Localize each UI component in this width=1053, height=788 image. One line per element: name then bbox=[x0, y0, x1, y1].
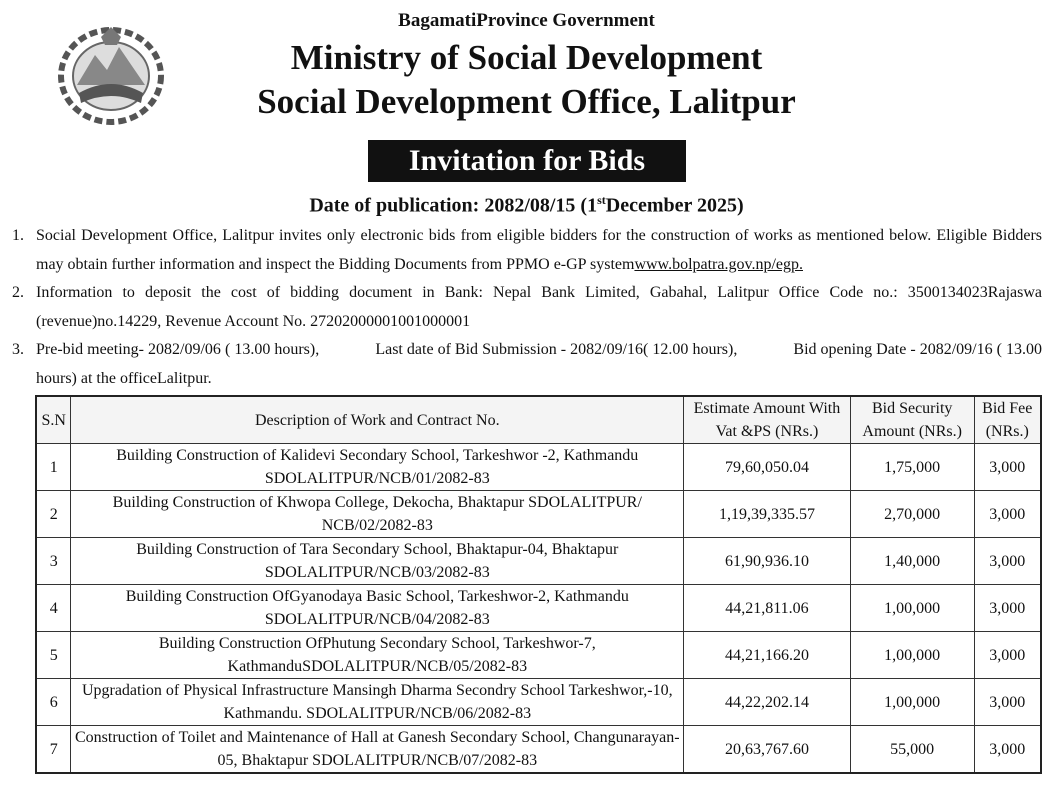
table-cell: 1,75,000 bbox=[849, 443, 975, 491]
item-text: Bid opening Date - 2082/09/16 ( 13.00 ho… bbox=[36, 341, 1043, 387]
bid-table: S.N Description of Work and Contract No. E… bbox=[35, 395, 1042, 774]
item-text: Social Development Office, Lalitpur invi… bbox=[36, 227, 1042, 273]
date: Date of publication: 2082/08/15 (1stDece… bbox=[0, 193, 1053, 218]
table-cell: 3,000 bbox=[973, 537, 1042, 585]
table-row: 3 Building Construction of Tara Secondary… bbox=[35, 537, 1042, 585]
table-cell: 79,60,050.04 bbox=[683, 443, 851, 491]
table-cell: Building Construction OfPhutung Secondar… bbox=[70, 631, 685, 679]
table-cell: 3,000 bbox=[973, 443, 1042, 491]
table-cell: 6 bbox=[35, 678, 72, 726]
header-cell: S.N bbox=[35, 395, 72, 444]
item-number: 3. bbox=[12, 341, 24, 358]
table-cell: 2,70,000 bbox=[849, 490, 975, 538]
ministry: Ministry of Social Development bbox=[290, 38, 763, 77]
table-cell: 4 bbox=[35, 584, 72, 632]
header-cell: Bid Fee (NRs.) bbox=[973, 395, 1042, 444]
item-text: Last date of Bid Submission - 2082/09/16… bbox=[375, 341, 738, 358]
item: 1. Social Development Office, Lalitpur in… bbox=[12, 222, 1042, 279]
item-number: 2. bbox=[12, 284, 24, 301]
item: 2. Information to deposit the cost of bid… bbox=[12, 279, 1042, 336]
table-cell: 3,000 bbox=[973, 678, 1042, 726]
table-cell: 20,63,767.60 bbox=[683, 725, 851, 774]
table-cell: Building Construction of Khwopa College,… bbox=[70, 490, 685, 538]
table-cell: Building Construction of Tara Secondary … bbox=[70, 537, 685, 585]
table-cell: 7 bbox=[35, 725, 72, 774]
title: Invitation for Bids bbox=[368, 140, 686, 182]
table-cell: 61,90,936.10 bbox=[683, 537, 851, 585]
table-cell: 44,21,166.20 bbox=[683, 631, 851, 679]
header-row: S.N Description of Work and Contract No. E… bbox=[35, 395, 1042, 444]
table-cell: 55,000 bbox=[849, 725, 975, 774]
table-cell: 1,00,000 bbox=[849, 631, 975, 679]
table-cell: 1 bbox=[35, 443, 72, 491]
table-cell: 44,22,202.14 bbox=[683, 678, 851, 726]
date-sup: st bbox=[597, 193, 606, 207]
table-row: 2 Building Construction of Khwopa College… bbox=[35, 490, 1042, 538]
table-cell: Building Construction OfGyanodaya Basic … bbox=[70, 584, 685, 632]
table-cell: 1,19,39,335.57 bbox=[683, 490, 851, 538]
table-cell: 3,000 bbox=[973, 725, 1042, 774]
header-cell: Description of Work and Contract No. bbox=[70, 395, 685, 444]
table-cell: 3,000 bbox=[973, 584, 1042, 632]
table-row: 5 Building Construction OfPhutung Seconda… bbox=[35, 631, 1042, 679]
table-cell: 44,21,811.06 bbox=[683, 584, 851, 632]
table-cell: Upgradation of Physical Infrastructure M… bbox=[70, 678, 685, 726]
header-cell: Estimate Amount With Vat &PS (NRs.) bbox=[683, 395, 851, 444]
emblem bbox=[58, 27, 164, 125]
table-cell: 1,00,000 bbox=[849, 584, 975, 632]
table-cell: Building Construction of Kalidevi Second… bbox=[70, 443, 685, 491]
table-cell: Construction of Toilet and Maintenance o… bbox=[70, 725, 685, 774]
item-text: Pre-bid meeting- 2082/09/06 ( 13.00 hour… bbox=[36, 341, 320, 358]
table-row: 6 Upgradation of Physical Infrastructure … bbox=[35, 678, 1042, 726]
table-row: 1 Building Construction of Kalidevi Secon… bbox=[35, 443, 1042, 491]
date-text: December 2025) bbox=[605, 194, 744, 217]
items: 1. Social Development Office, Lalitpur in… bbox=[12, 222, 1042, 393]
table-row: 4 Building Construction OfGyanodaya Basic… bbox=[35, 584, 1042, 632]
office: Social Development Office, Lalitpur bbox=[257, 82, 796, 121]
table-cell: 3,000 bbox=[973, 490, 1042, 538]
table-cell: 1,00,000 bbox=[849, 678, 975, 726]
table-cell: 3 bbox=[35, 537, 72, 585]
table-cell: 2 bbox=[35, 490, 72, 538]
header-cell: Bid Security Amount (NRs.) bbox=[849, 395, 975, 444]
item-number: 1. bbox=[12, 227, 24, 244]
table-cell: 5 bbox=[35, 631, 72, 679]
item: 3. Pre-bid meeting- 2082/09/06 ( 13.00 ho… bbox=[12, 336, 1042, 393]
item-text: Information to deposit the cost of biddi… bbox=[36, 284, 1042, 330]
table-cell: 3,000 bbox=[973, 631, 1042, 679]
province: BagamatiProvince Government bbox=[398, 10, 655, 31]
link[interactable]: www.bolpatra.gov.np/egp. bbox=[634, 255, 803, 273]
table-row: 7 Construction of Toilet and Maintenance … bbox=[35, 725, 1042, 774]
table-cell: 1,40,000 bbox=[849, 537, 975, 585]
date-text: Date of publication: 2082/08/15 (1 bbox=[309, 194, 598, 217]
